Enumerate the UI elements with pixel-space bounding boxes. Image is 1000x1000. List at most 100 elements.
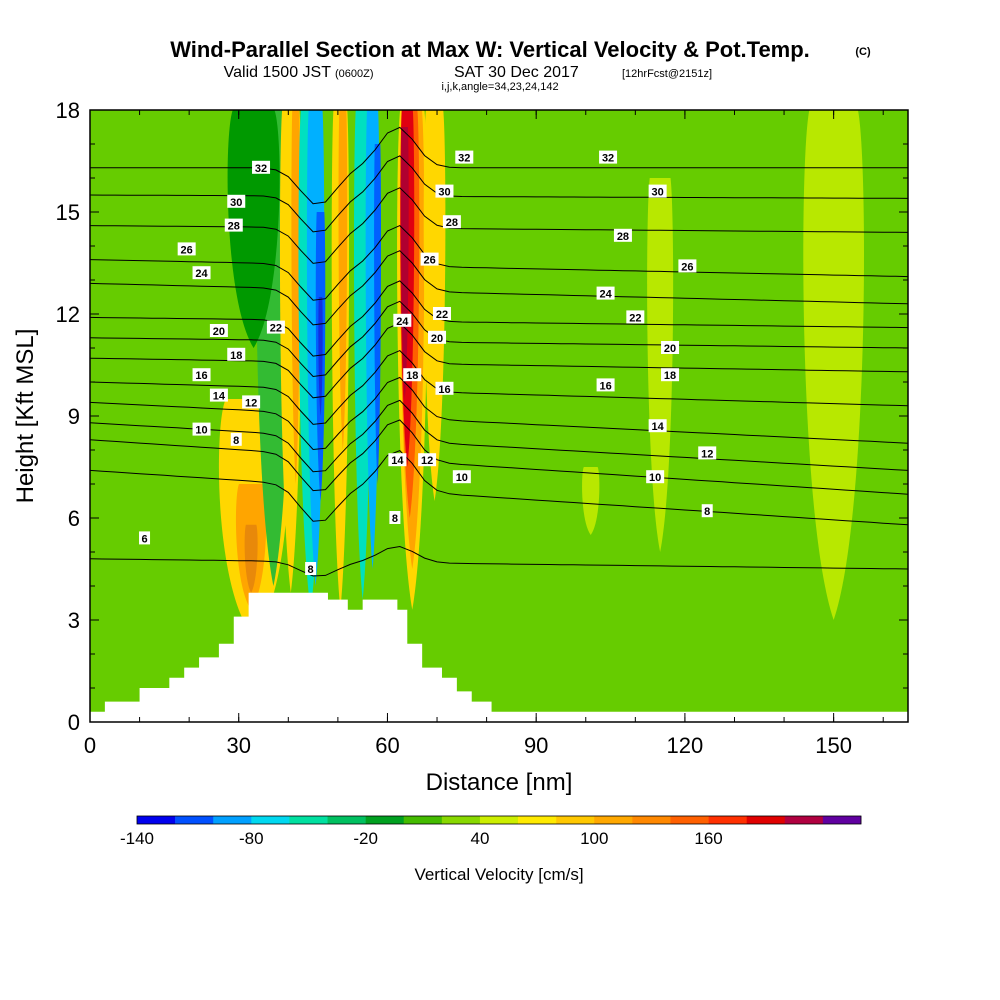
y-tick-label: 12: [56, 302, 80, 327]
forecast-label: [12hrFcst@2151z]: [622, 68, 712, 80]
velocity-region: [244, 524, 258, 593]
colorbar-tick-label: 100: [580, 829, 608, 848]
contour-label: 20: [661, 341, 680, 355]
svg-text:12: 12: [701, 448, 713, 460]
colorbar-tick-label: -140: [120, 829, 154, 848]
colorbar-tick-label: 40: [470, 829, 489, 848]
svg-text:20: 20: [664, 343, 676, 355]
colorbar-swatch: [746, 816, 786, 824]
svg-text:10: 10: [195, 425, 207, 437]
theta-contour-line: [90, 225, 908, 301]
contour-label: 22: [266, 320, 285, 335]
theta-contour-line: [90, 126, 908, 205]
colorbar-swatch: [479, 816, 519, 824]
colorbar-swatch: [137, 816, 176, 824]
colorbar-swatch: [213, 816, 252, 824]
contour-label: 8: [701, 504, 713, 518]
svg-text:8: 8: [704, 506, 710, 518]
svg-text:26: 26: [181, 244, 193, 256]
chart-title: Wind-Parallel Section at Max W: Vertical…: [170, 37, 810, 62]
svg-text:14: 14: [652, 421, 665, 433]
x-tick-label: 90: [524, 733, 548, 758]
velocity-region: [338, 110, 348, 450]
theta-contours: [90, 126, 908, 577]
contour-label: 20: [209, 324, 228, 338]
y-tick-label: 0: [68, 710, 80, 735]
velocity-region: [318, 297, 323, 416]
x-axis-title: Distance [nm]: [426, 769, 573, 796]
contour-label: 28: [442, 215, 461, 229]
theta-contour-line: [90, 419, 908, 495]
velocity-region: [423, 110, 446, 501]
contour-label: 6: [139, 531, 151, 545]
velocity-region: [291, 110, 301, 484]
chart-title-mark: (C): [855, 46, 871, 58]
contour-label: 18: [227, 347, 246, 362]
svg-text:28: 28: [228, 221, 240, 233]
colorbar-swatch: [403, 816, 443, 824]
contour-label: 26: [678, 259, 697, 273]
contour-label: 12: [418, 453, 437, 467]
contour-label: 14: [388, 453, 407, 467]
svg-text:18: 18: [664, 370, 676, 382]
terrain-mask: [90, 592, 908, 722]
contour-label: 22: [432, 307, 451, 321]
contour-label: 22: [626, 310, 645, 324]
contour-label: 26: [420, 252, 439, 267]
colorbar-swatch: [594, 816, 633, 824]
colorbar-tick-label: -80: [239, 829, 264, 848]
x-tick-label: 30: [226, 733, 250, 758]
contour-label: 30: [648, 184, 667, 199]
svg-text:30: 30: [652, 187, 664, 199]
svg-text:24: 24: [599, 289, 612, 301]
colorbar-swatch: [175, 816, 214, 824]
svg-text:30: 30: [438, 187, 450, 199]
y-tick-label: 9: [68, 404, 80, 429]
svg-text:24: 24: [195, 268, 208, 280]
svg-text:30: 30: [230, 197, 242, 209]
contour-label: 18: [403, 368, 422, 382]
contour-label: 10: [452, 470, 471, 484]
x-tick-label: 0: [84, 733, 96, 758]
colorbar-tick-label: 160: [694, 829, 722, 848]
svg-text:20: 20: [431, 333, 443, 345]
colorbar-swatch: [708, 816, 747, 824]
theta-contour-line: [90, 399, 908, 473]
contour-label: 8: [305, 562, 317, 576]
contour-label: 8: [389, 511, 401, 525]
contour-label: 32: [599, 150, 618, 165]
contour-label: 8: [230, 432, 242, 447]
contour-label: 18: [661, 368, 680, 382]
colorbar-swatch: [441, 816, 481, 824]
colorbar-swatch: [365, 816, 405, 824]
svg-text:22: 22: [270, 323, 282, 335]
contour-label: 28: [613, 228, 632, 243]
svg-text:10: 10: [649, 472, 661, 484]
theta-contour-line: [90, 280, 908, 357]
velocity-region: [582, 467, 600, 535]
theta-contour-line: [90, 450, 908, 526]
valid-utc-label: (0600Z): [335, 68, 374, 80]
svg-text:14: 14: [213, 391, 226, 403]
colorbar-swatch: [632, 816, 671, 824]
svg-text:32: 32: [255, 163, 267, 175]
velocity-region: [374, 144, 382, 484]
svg-text:32: 32: [602, 153, 614, 165]
colorbar-swatch: [289, 816, 328, 824]
colorbar-swatch: [327, 816, 366, 824]
plot-background: [90, 110, 908, 722]
colorbar-swatch: [251, 816, 290, 824]
contour-label: 10: [192, 422, 211, 437]
colorbar-tick-label: -20: [353, 829, 378, 848]
svg-text:28: 28: [617, 231, 629, 243]
contour-label: 30: [435, 184, 454, 199]
x-axis: 0 30 60 90 120 150: [84, 110, 884, 758]
contour-label: 24: [192, 266, 211, 280]
contour-label: 26: [177, 242, 196, 256]
contour-label: 28: [224, 218, 243, 233]
contour-label: 12: [242, 395, 261, 409]
x-tick-label: 120: [667, 733, 704, 758]
